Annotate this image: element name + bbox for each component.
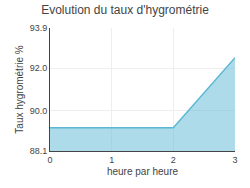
svg-text:3: 3 [232, 155, 237, 165]
svg-text:93.9: 93.9 [30, 23, 48, 33]
svg-text:92.0: 92.0 [30, 63, 48, 73]
svg-text:Evolution du taux d'hygrométri: Evolution du taux d'hygrométrie [41, 3, 209, 17]
svg-text:0: 0 [47, 155, 52, 165]
svg-text:88.1: 88.1 [30, 146, 48, 156]
svg-text:1: 1 [109, 155, 114, 165]
svg-text:heure par heure: heure par heure [107, 166, 179, 177]
svg-text:2: 2 [171, 155, 176, 165]
svg-text:90.0: 90.0 [30, 106, 48, 116]
svg-text:Taux hygrométrie %: Taux hygrométrie % [14, 45, 25, 133]
